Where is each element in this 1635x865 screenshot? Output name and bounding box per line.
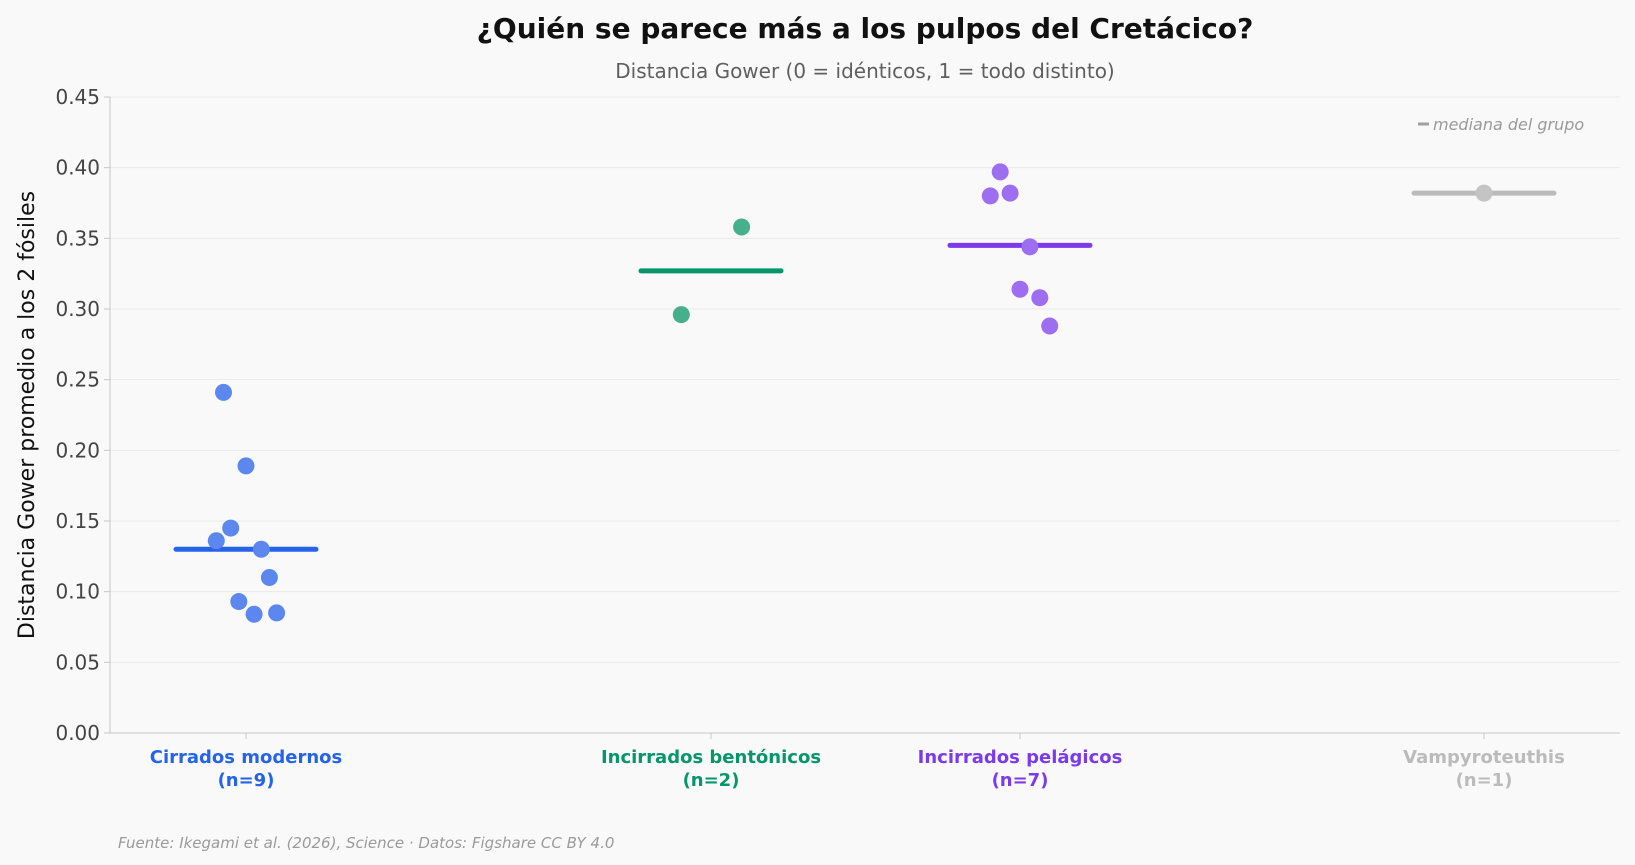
data-point (260, 569, 278, 587)
category-count-label: (n=1) (1456, 770, 1513, 791)
y-tick-label: 0.40 (55, 156, 100, 180)
chart-title: ¿Quién se parece más a los pulpos del Cr… (477, 12, 1254, 45)
y-tick-label: 0.05 (55, 650, 100, 674)
data-point (1475, 184, 1493, 202)
data-point (733, 218, 751, 236)
data-point (1031, 289, 1049, 307)
y-tick-label: 0.15 (55, 509, 100, 533)
y-tick-label: 0.45 (55, 85, 100, 109)
marks-layer (173, 163, 1557, 623)
data-point (1041, 317, 1059, 335)
y-tick-label: 0.00 (55, 721, 100, 745)
category-label: Cirrados modernos (150, 747, 343, 768)
data-point (222, 519, 240, 537)
data-point (237, 457, 255, 475)
data-point (230, 593, 248, 611)
y-tick-label: 0.35 (55, 226, 100, 250)
data-point (215, 383, 232, 401)
y-axis-label: Distancia Gower promedio a los 2 fósiles (15, 191, 40, 639)
category-count-label: (n=7) (992, 770, 1049, 791)
axes-layer: 0.00 0.05 0.10 0.15 0.20 0.25 0.30 0.35 0.40 0.45 (55, 85, 1620, 745)
data-point (1021, 238, 1039, 256)
data-point (207, 532, 225, 550)
y-tick-label: 0.30 (55, 297, 100, 321)
category-count-label: (n=9) (218, 770, 275, 791)
y-tick-label: 0.10 (55, 580, 100, 604)
legend: mediana del grupo (1418, 115, 1584, 134)
data-point (981, 187, 999, 205)
chart-subtitle: Distancia Gower (0 = idénticos, 1 = todo… (615, 59, 1114, 83)
category-count-label: (n=2) (683, 770, 740, 791)
legend-median-label: mediana del grupo (1433, 115, 1584, 134)
data-point (1001, 184, 1019, 202)
data-point (991, 163, 1009, 181)
y-tick-label: 0.25 (55, 368, 100, 392)
category-label: Vampyroteuthis (1403, 747, 1565, 768)
data-point (672, 306, 690, 324)
category-label: Incirrados pelágicos (918, 747, 1123, 768)
grid-layer (110, 96, 1620, 734)
category-label: Incirrados bentónicos (601, 747, 821, 768)
data-point (245, 605, 263, 623)
data-point (1011, 280, 1029, 298)
source-note: Fuente: Ikegami et al. (2026), Science ·… (118, 834, 614, 852)
category-labels: Cirrados modernos(n=9) Incirrados bentóni… (150, 747, 1565, 791)
data-point (268, 604, 286, 622)
y-tick-label: 0.20 (55, 438, 100, 462)
data-point (252, 540, 270, 558)
